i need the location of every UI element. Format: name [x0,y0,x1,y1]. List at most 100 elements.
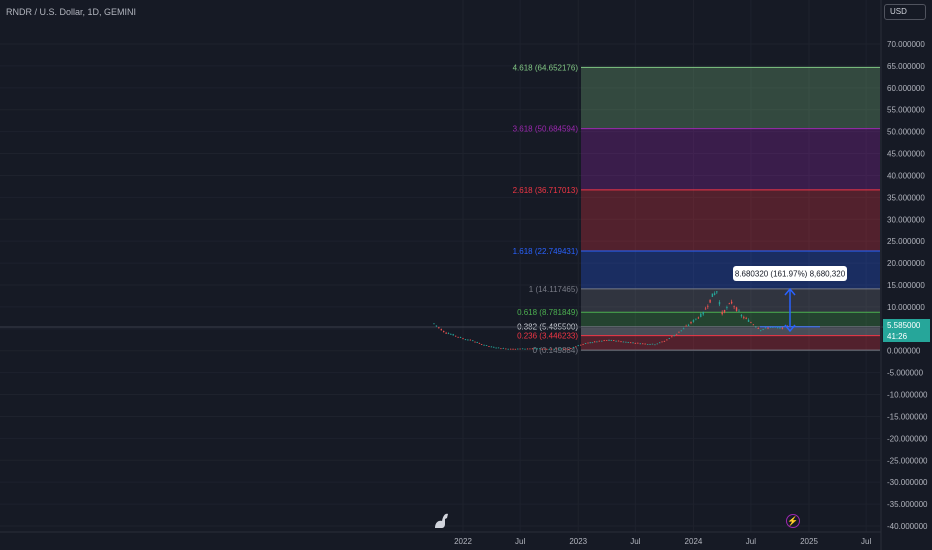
symbol-title[interactable]: RNDR / U.S. Dollar, 1D, GEMINI [6,7,137,17]
candle-body [575,346,577,348]
candle-body [743,317,745,318]
candle-body [553,348,555,350]
candle-body [536,348,538,350]
candle-body [634,343,637,344]
candle-body [539,348,541,350]
price-tick-label: -5.000000 [887,369,924,378]
candle-body [646,343,649,345]
candle-body [663,341,666,342]
candle-body [507,348,509,350]
candle-body [435,325,438,327]
fib-zone [581,335,880,351]
candle-body [649,344,651,345]
candle-body [762,329,764,330]
price-axis[interactable]: 70.000000 65.000000 60.000000 55.000000 50.0… [880,0,928,550]
candle-body [695,318,697,320]
candle-body [495,347,497,349]
tradingview-logo-icon[interactable] [435,513,448,528]
candle-body [500,348,502,350]
candle-body [478,342,481,344]
current-price-value: 5.585000 [887,321,921,330]
candle-body [713,293,716,295]
price-tick-label: -40.000000 [887,522,928,531]
candle-body [529,348,531,350]
candle-body [550,348,553,350]
candle-body [757,328,759,329]
candle-body [524,348,526,350]
candle-body [567,348,570,350]
candle-body [563,348,565,350]
price-tick-label: -35.000000 [887,500,928,509]
candle-body [502,348,505,349]
candle-body [617,340,620,342]
candle-body [587,342,589,344]
fib-level-label: 0.236 (3.446233) [517,332,578,341]
candle-body [464,339,467,341]
candle-body [565,348,567,350]
candle-body [764,327,767,329]
fib-level-label: 2.618 (36.717013) [513,186,579,195]
candle-body [651,343,654,345]
arrow-up-icon [784,287,796,296]
candle-body [467,339,469,341]
candle-body [485,345,488,346]
time-tick-label: Jul [861,537,871,546]
candle-body [658,342,661,344]
candle-body [678,331,680,333]
fib-level-label: 0 (0.149884) [533,346,579,355]
candle-body [577,345,579,347]
price-tick-label: -25.000000 [887,456,928,465]
bar-countdown: 41:26 [887,332,908,341]
candle-body [591,342,594,344]
time-axis[interactable]: 2022 Jul 2023 Jul 2024 Jul 2025 Jul [0,531,881,546]
candle-body [779,327,781,329]
candle-body [690,321,692,324]
flash-icon[interactable]: ⚡ [786,514,800,528]
candle-body [735,307,738,311]
candle-body [637,342,639,344]
candle-body [519,348,521,350]
candle-body [514,348,517,350]
candle-body [584,343,587,345]
currency-button[interactable]: USD [884,4,926,20]
candle-body [497,347,500,349]
candle-body [476,342,478,344]
candle-body [593,341,596,343]
candle-body [605,340,608,341]
candle-body [509,348,512,350]
candle-body [654,344,656,346]
fib-zone [581,67,880,129]
candle-body [582,344,584,345]
candle-body [521,348,524,350]
price-range-measure[interactable]: 8.680320 (161.97%) 8,680,320 [733,266,847,333]
candle-body [443,331,445,333]
time-tick-label: 2025 [800,537,818,546]
candle-body [620,341,622,343]
candle-body [548,349,550,350]
candle-body [697,317,700,319]
candle-body [632,342,634,344]
time-tick-label: Jul [515,537,525,546]
candle-body [671,336,673,338]
candle-body [675,333,678,335]
fibonacci-extension[interactable]: 4.618 (64.652176) 3.618 (50.684594) 2.618 … [513,63,880,355]
candle-body [745,318,747,319]
candle-body [546,348,548,350]
candle-body [483,344,485,346]
candle-body [579,344,582,346]
measure-label-box [733,266,847,281]
candle-body [704,308,707,310]
candle-body [459,337,462,338]
candle-body [627,342,629,343]
candle-body [572,347,575,348]
candle-body [505,348,507,350]
fib-zone [581,326,880,336]
measure-label: 8.680320 (161.97%) 8,680,320 [735,270,846,279]
candle-body [711,293,714,297]
candle-body [723,310,726,313]
candle-body [700,313,702,317]
candle-body [438,327,440,329]
candle-body [750,322,752,324]
fib-zone [581,312,880,327]
